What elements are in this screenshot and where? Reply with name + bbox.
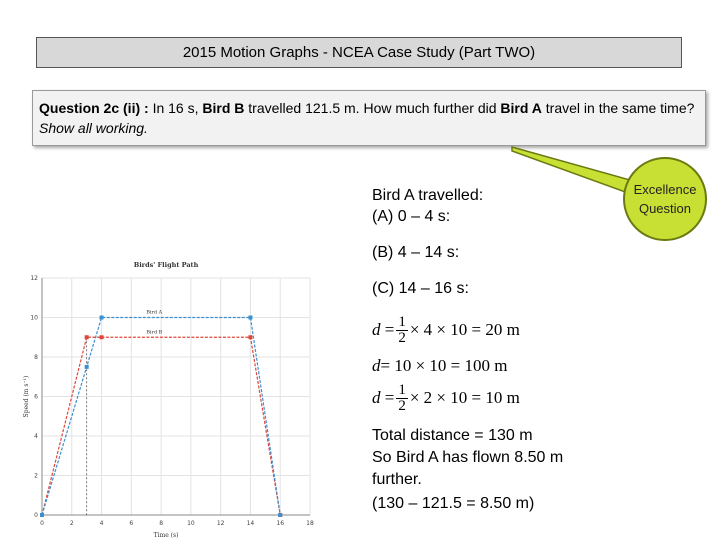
- conclusion-line-2: further.: [372, 471, 422, 488]
- question-text-c: travel in the same time?: [541, 100, 695, 116]
- series-label-bird-a: Bird A: [146, 310, 162, 316]
- formula-a-var: d: [372, 320, 381, 339]
- y-tick-label: 0: [34, 512, 38, 519]
- formula-b-rest: = 10 × 10 = 100 m: [380, 356, 508, 375]
- formula-c-fraction: 1 2: [396, 381, 408, 414]
- question-label: Question 2c (ii) :: [39, 100, 149, 116]
- working-part-c: (C) 14 – 16 s:: [372, 280, 469, 297]
- conclusion-line-1: So Bird A has flown 8.50 m: [372, 449, 564, 466]
- data-point-bird-a: [278, 513, 283, 517]
- data-point-bird-a: [99, 315, 104, 320]
- formula-b-var: d: [372, 356, 381, 375]
- question-text-b: travelled 121.5 m. How much further did: [244, 100, 501, 116]
- x-tick-label: 8: [159, 520, 163, 527]
- total-distance: Total distance = 130 m: [372, 427, 533, 444]
- formula-a-den: 2: [398, 329, 406, 346]
- data-point-bird-a: [84, 364, 89, 369]
- x-axis-label: Time (s): [154, 532, 179, 539]
- formula-a-num: 1: [396, 313, 408, 331]
- data-point-bird-b: [248, 335, 253, 340]
- page-title: 2015 Motion Graphs - NCEA Case Study (Pa…: [36, 37, 682, 68]
- y-tick-label: 8: [34, 354, 38, 361]
- series-label-bird-b: Bird B: [146, 329, 162, 335]
- x-tick-label: 18: [306, 520, 314, 527]
- formula-c-den: 2: [398, 397, 406, 414]
- data-point-bird-a: [248, 315, 253, 320]
- working-part-b: (B) 4 – 14 s:: [372, 244, 460, 261]
- formula-b: d = 10 × 10 = 100 m: [372, 349, 508, 383]
- bird-a-label: Bird A: [500, 100, 542, 116]
- chart-title: Birds' Flight Path: [134, 261, 199, 269]
- formula-c-var: d: [372, 388, 381, 407]
- y-tick-label: 2: [34, 473, 38, 480]
- data-point-bird-a: [40, 513, 44, 517]
- check-calculation: (130 – 121.5 = 8.50 m): [372, 495, 535, 512]
- formula-a: d = 1 2 × 4 × 10 = 20 m: [372, 313, 520, 346]
- formula-c-rest: × 2 × 10 = 10 m: [409, 388, 520, 407]
- x-tick-label: 12: [217, 520, 225, 527]
- x-tick-label: 14: [247, 520, 255, 527]
- working-heading-2: (A) 0 – 4 s:: [372, 208, 451, 225]
- question-box: Question 2c (ii) : In 16 s, Bird B trave…: [32, 90, 706, 146]
- callout-line-1: Excellence: [633, 182, 697, 197]
- y-tick-label: 4: [34, 433, 38, 440]
- formula-a-fraction: 1 2: [396, 313, 408, 346]
- data-point-bird-b: [84, 335, 89, 340]
- excellence-callout: Excellence Question: [623, 157, 707, 241]
- x-tick-label: 0: [40, 520, 44, 527]
- formula-c: d = 1 2 × 2 × 10 = 10 m: [372, 381, 520, 414]
- y-tick-label: 10: [30, 315, 38, 322]
- question-text-a: In 16 s,: [148, 100, 203, 116]
- x-tick-label: 6: [129, 520, 133, 527]
- x-tick-label: 2: [70, 520, 74, 527]
- y-axis-label: Speed (m s⁻¹): [23, 376, 30, 418]
- x-tick-label: 10: [187, 520, 195, 527]
- working-heading-1: Bird A travelled:: [372, 187, 484, 204]
- birds-flight-chart: 0 2 4 6 8 10 12 14 16 18 0 2 4 6 8 10 12 Birds' Flight Pa…: [23, 261, 314, 539]
- question-instruction: Show all working.: [39, 120, 148, 136]
- x-tick-label: 4: [100, 520, 104, 527]
- x-tick-label: 16: [276, 520, 284, 527]
- callout-line-2: Question: [638, 201, 692, 216]
- bird-b-label: Bird B: [202, 100, 245, 116]
- y-tick-label: 6: [34, 394, 38, 401]
- formula-c-num: 1: [396, 381, 408, 399]
- y-tick-label: 12: [30, 275, 38, 282]
- data-point-bird-b: [99, 335, 104, 340]
- formula-a-rest: × 4 × 10 = 20 m: [409, 320, 520, 339]
